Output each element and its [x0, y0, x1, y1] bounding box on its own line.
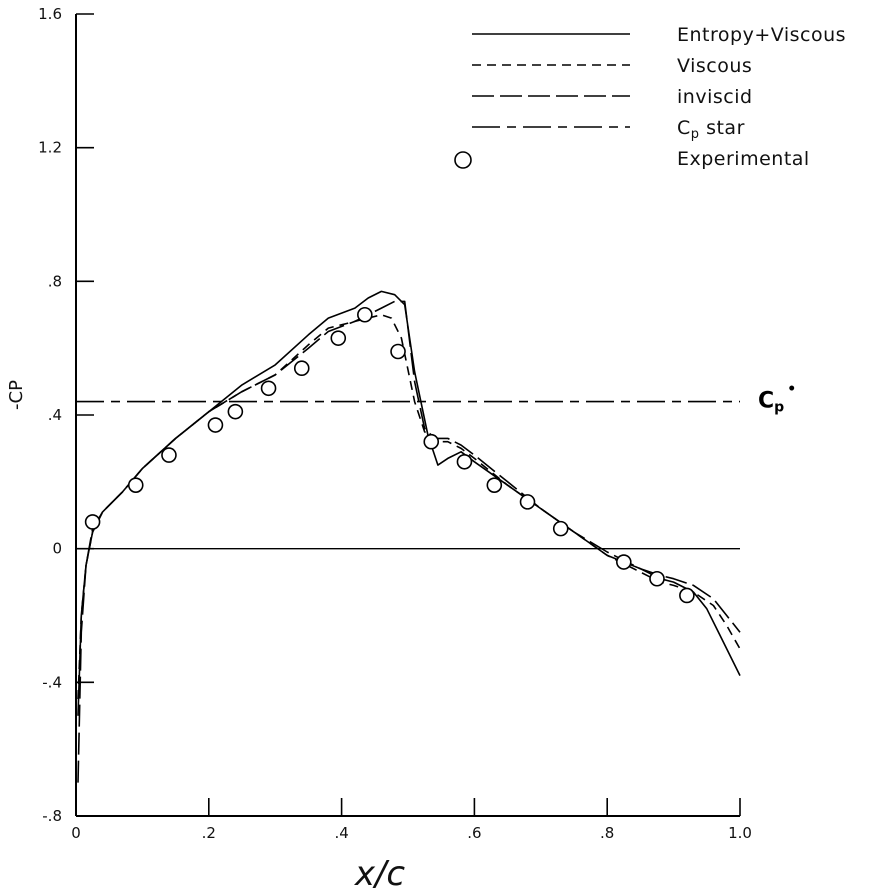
experimental-point [207, 417, 224, 433]
experimental-point [357, 306, 373, 323]
experimental-point [456, 453, 473, 470]
experimental-point [552, 520, 569, 537]
legend-marker-experimental [454, 151, 472, 169]
legend-item: Experimental [454, 148, 810, 170]
cp-star-label: Cp• [758, 382, 796, 416]
axes: -.8 -.4 0 .4 .8 1.2 1.6 0 .2 .4 .6 .8 1.0 Cp• [38, 5, 796, 842]
series-layer [76, 290, 741, 783]
legend-item: Viscous [472, 55, 752, 77]
experimental-point [293, 360, 310, 377]
x-tick-label: .8 [600, 824, 614, 842]
series-inviscid [77, 300, 741, 783]
legend-item: inviscid [472, 86, 753, 108]
legend-label: Entropy+Viscous [677, 24, 846, 46]
x-axis-label: x/c [354, 854, 406, 892]
experimental-point [161, 447, 177, 463]
y-tick-label: -.4 [42, 673, 62, 691]
legend-item: Entropy+Viscous [472, 24, 846, 46]
x-tick-label: 0 [71, 824, 81, 842]
experimental-point [649, 570, 665, 587]
series-viscous [77, 313, 741, 700]
y-tick-label: 0 [52, 540, 62, 558]
legend-label: Viscous [677, 55, 752, 77]
x-tick-label: 1.0 [728, 824, 752, 842]
x-tick-label: .2 [202, 824, 216, 842]
y-tick-label: 1.6 [38, 5, 62, 23]
experimental-point [260, 380, 277, 397]
experimental-point [519, 494, 536, 510]
legend-label: inviscid [677, 86, 753, 108]
experimental-point [330, 330, 347, 346]
series-entropy-viscous [77, 290, 741, 716]
y-tick-label: -.8 [42, 807, 62, 825]
x-tick-label: .6 [467, 824, 481, 842]
legend: Entropy+Viscous Viscous inviscid Cp star Exp… [454, 24, 846, 170]
legend-label: Cp star [677, 117, 745, 142]
experimental-point [127, 477, 144, 493]
x-tick-label: .4 [334, 824, 348, 842]
y-axis-label: -CP [6, 380, 27, 410]
experimental-point [423, 433, 440, 450]
y-tick-label: 1.2 [38, 139, 62, 157]
experimental-point [615, 554, 632, 570]
experimental-point [390, 343, 406, 360]
legend-label: Experimental [677, 148, 810, 170]
experimental-point [679, 587, 695, 604]
legend-item: Cp star [472, 117, 745, 142]
y-tick-label: .8 [48, 272, 62, 290]
experimental-markers [84, 306, 695, 604]
y-tick-label: .4 [48, 406, 62, 424]
experimental-point [84, 514, 101, 530]
experimental-point [227, 403, 244, 420]
experimental-point [486, 477, 503, 493]
